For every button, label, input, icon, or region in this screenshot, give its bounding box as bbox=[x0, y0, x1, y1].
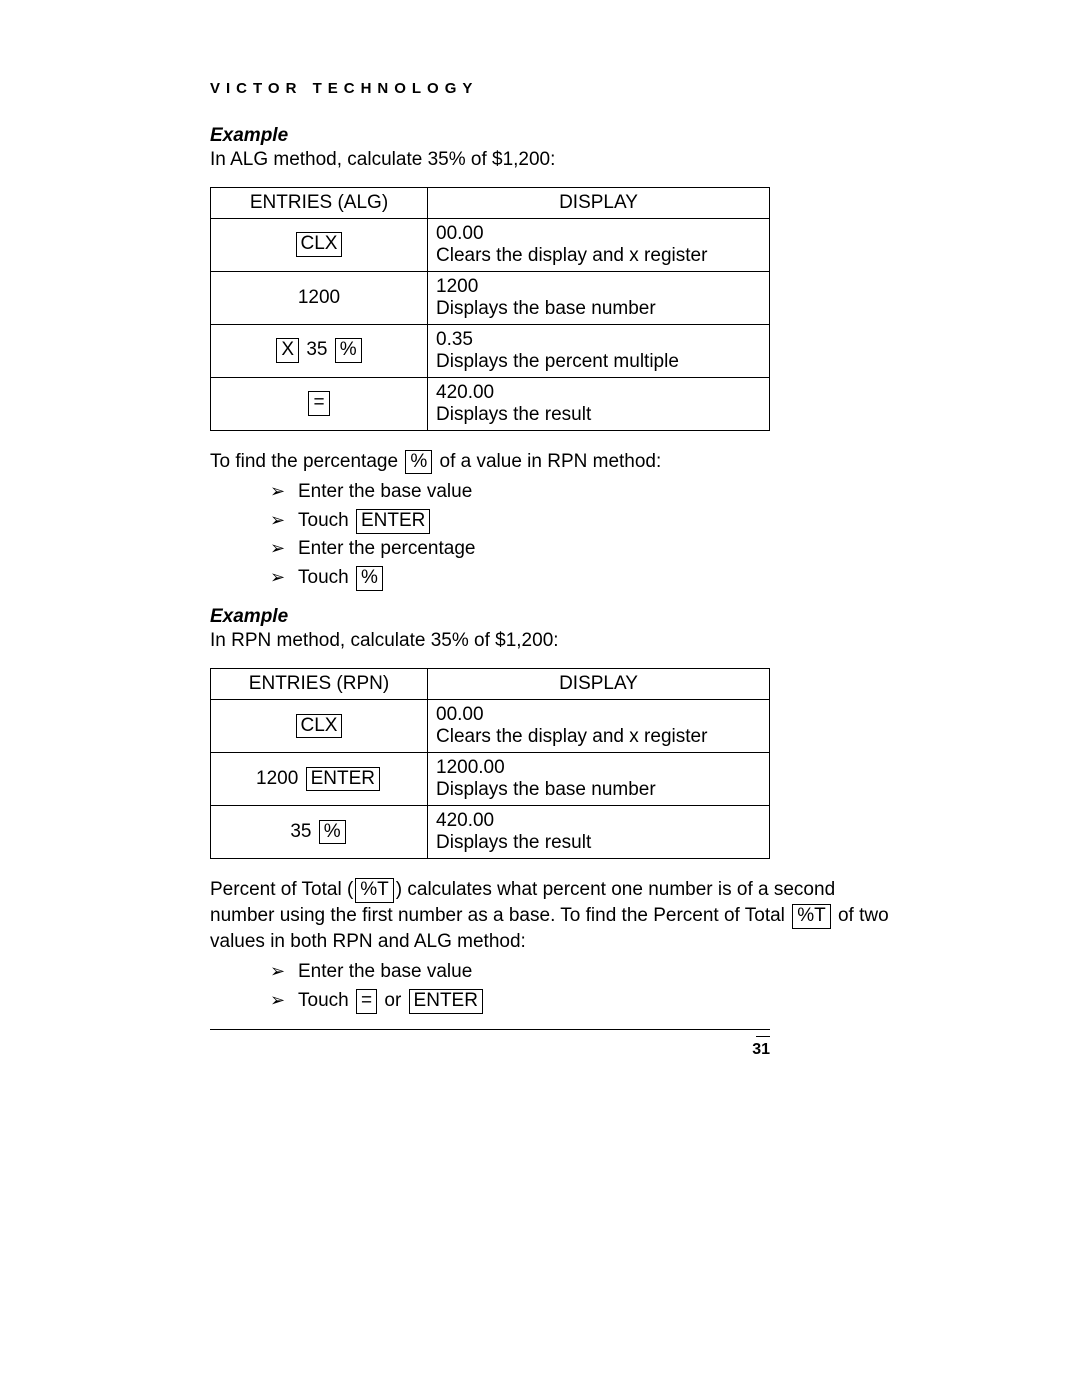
example-heading-1: Example bbox=[210, 125, 890, 147]
col-display: DISPLAY bbox=[428, 669, 770, 700]
table-row: 35 % 420.00 Displays the result bbox=[211, 806, 770, 859]
text: To find the percentage bbox=[210, 451, 403, 472]
pct-t-key: %T bbox=[792, 904, 831, 929]
percent-key: % bbox=[356, 566, 383, 591]
list-item: Touch % bbox=[270, 564, 890, 593]
col-entries: ENTRIES (RPN) bbox=[211, 669, 428, 700]
brand-header: VICTOR TECHNOLOGY bbox=[210, 80, 890, 97]
x-key: X bbox=[276, 338, 299, 363]
table-row: CLX 00.00 Clears the display and x regis… bbox=[211, 218, 770, 271]
alg-table: ENTRIES (ALG) DISPLAY CLX 00.00 Clears t… bbox=[210, 187, 770, 431]
rpn-table: ENTRIES (RPN) DISPLAY CLX 00.00 Clears t… bbox=[210, 668, 770, 859]
display-desc: Displays the percent multiple bbox=[436, 351, 761, 373]
display-desc: Displays the result bbox=[436, 404, 761, 426]
list-item: Touch = or ENTER bbox=[270, 987, 890, 1016]
pot-steps: Enter the base value Touch = or ENTER bbox=[210, 958, 890, 1015]
col-entries: ENTRIES (ALG) bbox=[211, 187, 428, 218]
enter-key: ENTER bbox=[409, 989, 483, 1014]
alg-intro: In ALG method, calculate 35% of $1,200: bbox=[210, 147, 890, 173]
pct-t-key: %T bbox=[355, 878, 394, 903]
display-desc: Displays the result bbox=[436, 832, 761, 854]
enter-key: ENTER bbox=[356, 509, 430, 534]
clx-key: CLX bbox=[296, 232, 343, 257]
display-value: 00.00 bbox=[436, 223, 761, 245]
clx-key: CLX bbox=[296, 714, 343, 739]
table-header-row: ENTRIES (RPN) DISPLAY bbox=[211, 669, 770, 700]
table-row: X 35 % 0.35 Displays the percent multipl… bbox=[211, 324, 770, 377]
display-value: 00.00 bbox=[436, 704, 761, 726]
rpn-steps: Enter the base value Touch ENTER Enter t… bbox=[210, 478, 890, 592]
col-display: DISPLAY bbox=[428, 187, 770, 218]
rpn-intro: To find the percentage % of a value in R… bbox=[210, 449, 890, 475]
text: or bbox=[379, 990, 406, 1011]
display-desc: Displays the base number bbox=[436, 779, 761, 801]
list-item: Enter the base value bbox=[270, 958, 890, 987]
entry-cell: 1200 bbox=[211, 271, 428, 324]
display-desc: Clears the display and x register bbox=[436, 245, 761, 267]
table-row: = 420.00 Displays the result bbox=[211, 377, 770, 430]
display-value: 420.00 bbox=[436, 382, 761, 404]
table-row: 1200 ENTER 1200.00 Displays the base num… bbox=[211, 753, 770, 806]
equals-key: = bbox=[308, 391, 329, 416]
equals-key: = bbox=[356, 989, 377, 1014]
page: VICTOR TECHNOLOGY Example In ALG method,… bbox=[0, 0, 1080, 1397]
display-value: 1200 bbox=[436, 276, 761, 298]
list-item: Enter the percentage bbox=[270, 535, 890, 564]
entry-text: 35 bbox=[306, 339, 327, 360]
display-value: 0.35 bbox=[436, 329, 761, 351]
percent-of-total-text: Percent of Total (%T) calculates what pe… bbox=[210, 877, 890, 954]
example-heading-2: Example bbox=[210, 606, 890, 628]
entry-text: 1200 bbox=[256, 768, 304, 789]
percent-key: % bbox=[405, 450, 432, 475]
table-header-row: ENTRIES (ALG) DISPLAY bbox=[211, 187, 770, 218]
entry-text: 35 bbox=[290, 821, 316, 842]
text: Touch bbox=[298, 567, 354, 588]
footer-rule bbox=[210, 1029, 770, 1030]
display-desc: Clears the display and x register bbox=[436, 726, 761, 748]
percent-key: % bbox=[319, 820, 346, 845]
percent-key: % bbox=[335, 338, 362, 363]
text: Touch bbox=[298, 510, 354, 531]
table-row: 1200 1200 Displays the base number bbox=[211, 271, 770, 324]
footer-tick bbox=[756, 1036, 770, 1037]
enter-key: ENTER bbox=[306, 767, 380, 792]
text: of a value in RPN method: bbox=[434, 451, 661, 472]
display-value: 420.00 bbox=[436, 810, 761, 832]
list-item: Touch ENTER bbox=[270, 507, 890, 536]
rpn-example-intro: In RPN method, calculate 35% of $1,200: bbox=[210, 628, 890, 654]
text: Percent of Total ( bbox=[210, 879, 353, 900]
display-value: 1200.00 bbox=[436, 757, 761, 779]
text: Touch bbox=[298, 990, 354, 1011]
display-desc: Displays the base number bbox=[436, 298, 761, 320]
table-row: CLX 00.00 Clears the display and x regis… bbox=[211, 700, 770, 753]
page-number: 31 bbox=[210, 1041, 770, 1059]
list-item: Enter the base value bbox=[270, 478, 890, 507]
